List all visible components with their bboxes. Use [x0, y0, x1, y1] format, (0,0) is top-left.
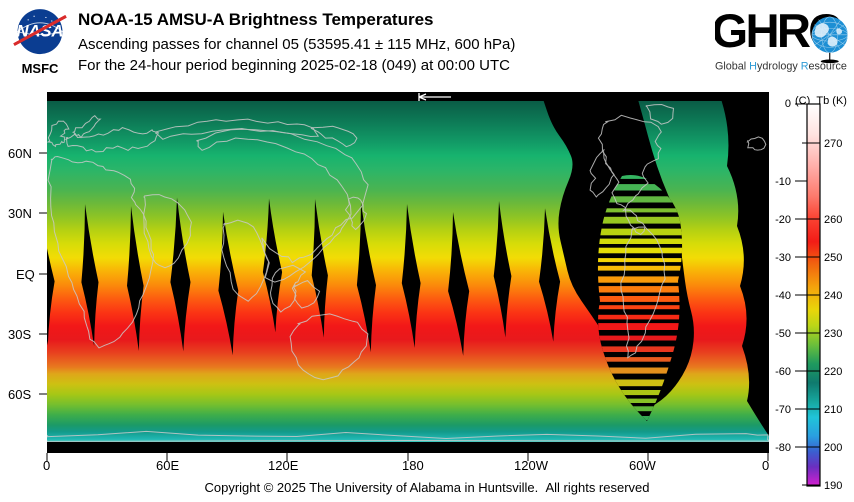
svg-text:0: 0	[785, 98, 791, 110]
svg-text:-50: -50	[775, 328, 791, 340]
svg-text:220: 220	[824, 366, 842, 378]
svg-text:-70: -70	[775, 404, 791, 416]
svg-text:240: 240	[824, 290, 842, 302]
svg-text:270: 270	[824, 138, 842, 150]
svg-text:-60: -60	[775, 366, 791, 378]
svg-text:210: 210	[824, 404, 842, 416]
svg-text:250: 250	[824, 252, 842, 264]
svg-text:230: 230	[824, 328, 842, 340]
svg-text:-40: -40	[775, 290, 791, 302]
svg-text:260: 260	[824, 214, 842, 226]
svg-text:-20: -20	[775, 214, 791, 226]
svg-text:-30: -30	[775, 252, 791, 264]
svg-text:200: 200	[824, 442, 842, 454]
svg-text:-10: -10	[775, 176, 791, 188]
svg-text:-80: -80	[775, 442, 791, 454]
